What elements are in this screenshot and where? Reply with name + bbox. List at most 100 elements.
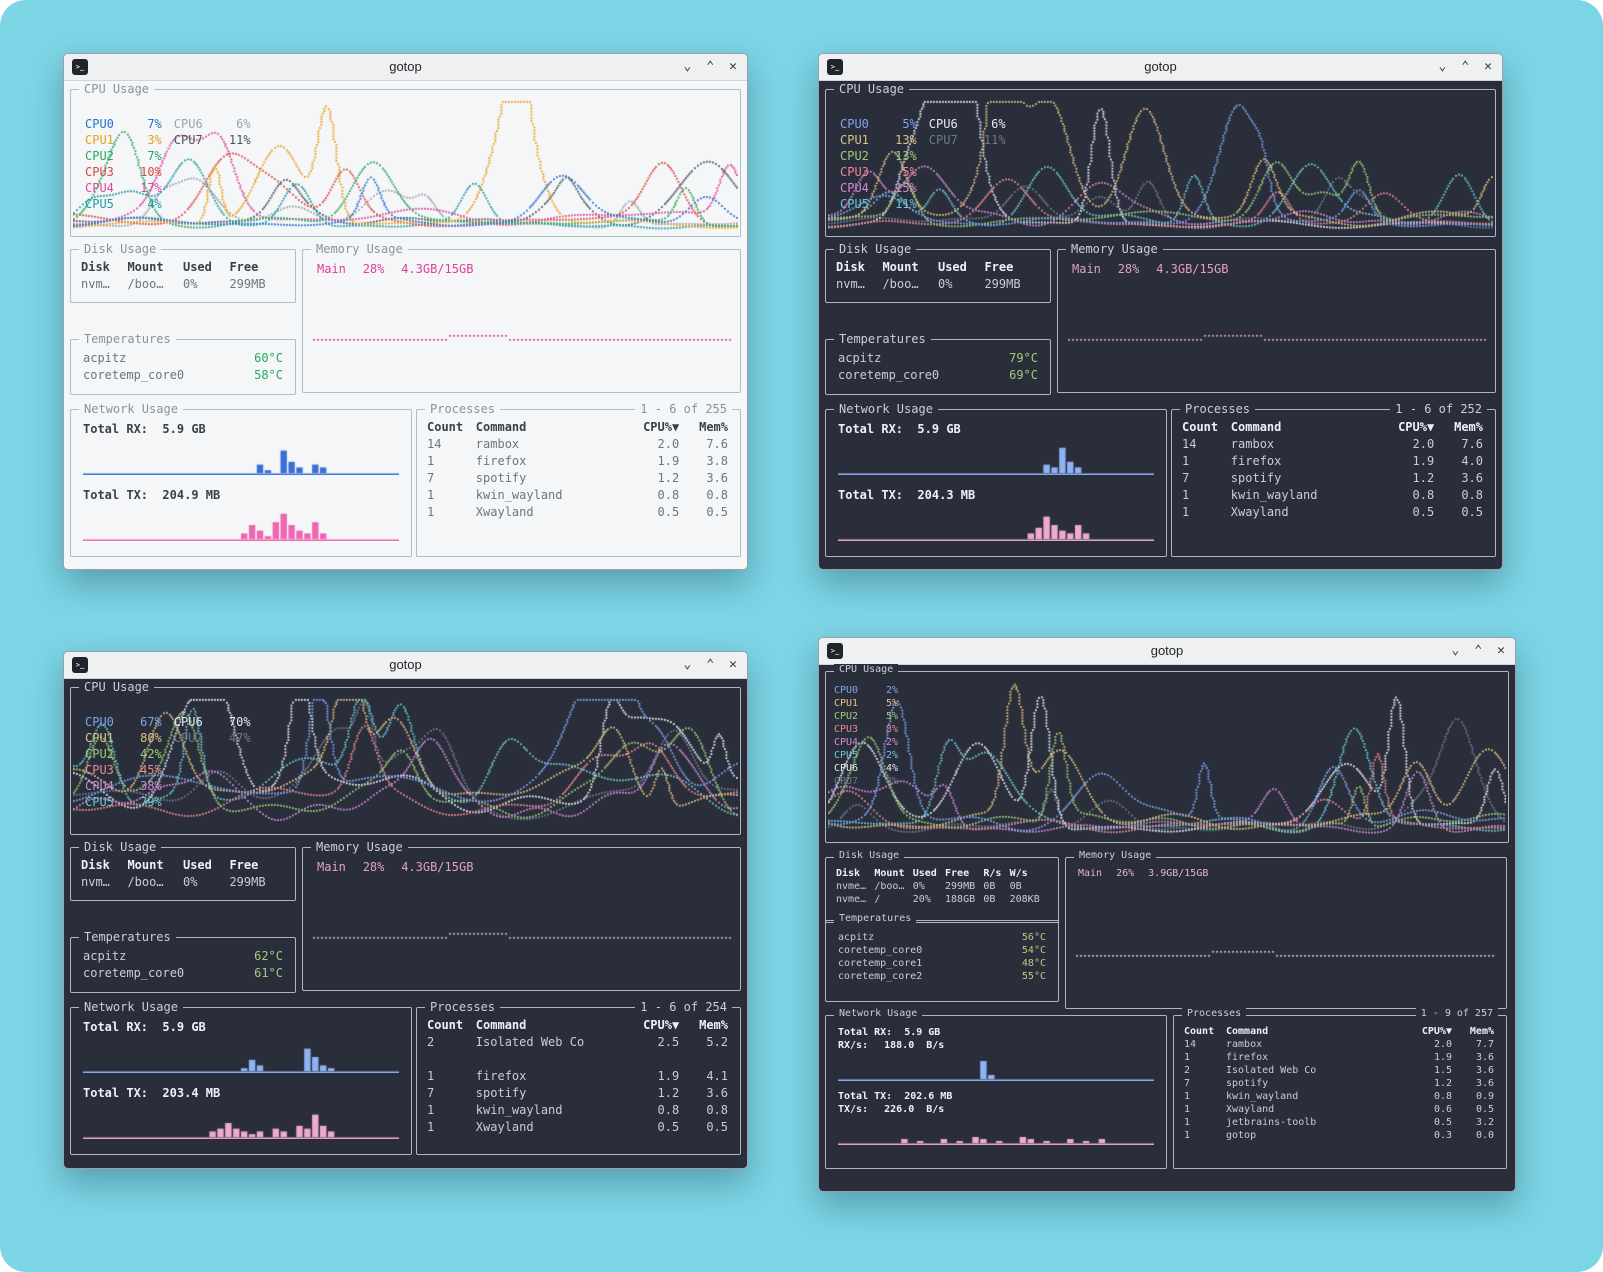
process-cell: Isolated Web Co [475, 1035, 585, 1049]
sensor-name: coretemp_core0 [83, 966, 185, 980]
sensor-name: acpitz [838, 351, 882, 365]
disk-cell: 188GB [945, 894, 976, 905]
process-cell: 0.0 [1475, 1130, 1494, 1141]
memory-detail: 4.3GB/15GB [401, 860, 474, 874]
process-table: Count Command CPU%▼ Mem% 14 rambox 2.0 7.6 1 fire… [1182, 419, 1485, 521]
sensor-name: coretemp_core0 [83, 368, 185, 382]
network-rx-chart [838, 1057, 1154, 1081]
pane-title-memory: Memory Usage [311, 242, 408, 256]
disk-cell: 208KB [1009, 894, 1040, 905]
titlebar[interactable]: >_ gotop ⌄ ⌃ ✕ [64, 54, 747, 81]
disk-header-row: Disk Mount Used Free R/s W/s [836, 867, 1048, 880]
network-usage-pane: Network Usage Total RX: 5.9 GB RX/s: 188.0… [825, 1008, 1167, 1169]
process-cell: 3.6 [1475, 1052, 1494, 1063]
maximize-button[interactable]: ⌃ [1461, 59, 1470, 74]
network-tx-total: Total TX: 203.4 MB [83, 1084, 399, 1102]
close-button[interactable]: ✕ [729, 59, 737, 74]
process-cell: 0.8 [1461, 488, 1483, 502]
cpu-legend-item: CPU0 2% [834, 685, 898, 696]
disk-column-header: Mount [127, 858, 164, 872]
disk-cell: 299MB [229, 277, 266, 291]
cpu-legend-item: CPU0 67% [85, 715, 162, 729]
temperature-list: acpitz 79°C coretemp_core0 69°C [826, 340, 1050, 384]
process-cell: 1 [427, 454, 435, 468]
disk-column-header: Free [945, 868, 970, 879]
temperature-list: acpitz 56°C coretemp_core0 54°C coretemp_cor… [826, 921, 1058, 983]
minimize-button[interactable]: ⌄ [1438, 59, 1447, 74]
close-button[interactable]: ✕ [1484, 59, 1492, 74]
disk-row: nvme… / 20% 188GB 0B 208KB [836, 893, 1048, 906]
process-table: Count Command CPU%▼ Mem% 14 rambox 2.0 7.6 1 fire… [427, 419, 730, 521]
process-cell: Isolated Web Co [1226, 1065, 1317, 1076]
process-row: 1 jetbrains-toolb 0.5 3.2 [1184, 1116, 1496, 1129]
window-title: gotop [389, 657, 422, 672]
process-cell: 3.6 [706, 1086, 728, 1100]
maximize-button[interactable]: ⌃ [706, 657, 715, 672]
network-usage-pane: Network Usage Total RX: 5.9 GB Total TX: 2… [825, 402, 1167, 557]
minimize-button[interactable]: ⌄ [683, 657, 692, 672]
minimize-button[interactable]: ⌄ [1451, 643, 1460, 658]
rx-label: Total RX: [83, 422, 149, 436]
disk-cell: /boo… [882, 277, 919, 291]
processes-range: 1 - 9 of 257 [1415, 1008, 1498, 1019]
process-cell: spotify [1230, 471, 1282, 485]
process-cell: Xwayland [475, 505, 534, 519]
memory-main-label: Main [317, 860, 346, 874]
pane-title-processes: Processes [1182, 1008, 1247, 1019]
terminal-content: CPU Usage CPU0 2% CPU1 5% CPU2 5% CPU3 3% CPU4 2%… [819, 664, 1515, 1191]
network-tx-total: Total TX: 202.6 MB [838, 1090, 1154, 1103]
sensor-value: 79°C [1009, 351, 1038, 365]
sensor-value: 69°C [1009, 368, 1038, 382]
process-cell: 1 [1182, 454, 1190, 468]
cpu-legend-item: CPU1 5% [834, 698, 898, 709]
temperature-list: acpitz 60°C coretemp_core0 58°C [71, 340, 295, 384]
cpu-legend-item: CPU5 2% [834, 750, 898, 761]
process-cell: jetbrains-toolb [1226, 1117, 1317, 1128]
disk-row: nvm… /boo… 0% 299MB [836, 276, 1040, 293]
window-controls: ⌄ ⌃ ✕ [684, 652, 737, 678]
cpu-legend: CPU0 5% CPU1 13% CPU2 13% CPU3 5% CPU4 15% CPU5 11%… [840, 116, 1006, 212]
terminal-content: CPU Usage CPU0 5% CPU1 13% CPU2 13% CPU3 5% CPU4… [819, 81, 1502, 569]
process-cell [476, 1051, 627, 1068]
titlebar[interactable]: >_ gotop ⌄ ⌃ ✕ [64, 652, 747, 679]
process-cell: 0.5 [1461, 505, 1483, 519]
close-button[interactable]: ✕ [1497, 643, 1505, 658]
memory-main-label: Main [1078, 868, 1103, 879]
maximize-button[interactable]: ⌃ [706, 59, 715, 74]
process-cell: 1 [427, 1103, 435, 1117]
terminal-icon-glyph: >_ [830, 62, 840, 71]
memory-main-label: Main [1072, 262, 1101, 276]
process-cell: 1 [1184, 1117, 1191, 1128]
memory-percent: 28% [362, 860, 385, 874]
sensor-value: 56°C [1021, 932, 1046, 943]
cpu-legend-item: CPU7 11% [928, 133, 1006, 147]
cpu-legend-item: CPU0 5% [840, 117, 917, 131]
terminal-icon-glyph: >_ [830, 646, 840, 655]
cpu-legend-item: CPU6 4% [834, 763, 898, 774]
network-tx-chart [83, 1107, 399, 1139]
minimize-button[interactable]: ⌄ [683, 59, 692, 74]
titlebar[interactable]: >_ gotop ⌄ ⌃ ✕ [819, 638, 1515, 665]
rx-value: 5.9 GB [917, 422, 961, 436]
process-column-header: Mem% [699, 420, 728, 434]
process-cell [626, 1051, 687, 1068]
maximize-button[interactable]: ⌃ [1474, 643, 1483, 658]
pane-title-memory: Memory Usage [1074, 850, 1157, 861]
temperature-row: acpitz 79°C [838, 350, 1038, 367]
processes-pane: Processes 1 - 6 of 254 Count Command CPU%▼… [416, 1000, 741, 1155]
rx-rate-label: RX/s: [838, 1040, 869, 1051]
process-row: 1 Xwayland 0.5 0.5 [427, 504, 730, 521]
process-row: 14 rambox 2.0 7.6 [1182, 436, 1485, 453]
window-controls: ⌄ ⌃ ✕ [1439, 54, 1492, 80]
disk-cell: 0B [983, 894, 996, 905]
disk-cell: /boo… [127, 875, 164, 889]
cpu-legend-item: CPU0 7% [85, 117, 162, 131]
process-cell: 14 [427, 437, 442, 451]
process-column-header: Count [427, 1018, 464, 1032]
titlebar[interactable]: >_ gotop ⌄ ⌃ ✕ [819, 54, 1502, 81]
gotop-window-bottom-right: >_ gotop ⌄ ⌃ ✕ CPU Usage CPU0 2% CPU1 5% CPU… [818, 637, 1516, 1192]
memory-detail: 4.3GB/15GB [401, 262, 474, 276]
close-button[interactable]: ✕ [729, 657, 737, 672]
window-title: gotop [1150, 643, 1184, 658]
